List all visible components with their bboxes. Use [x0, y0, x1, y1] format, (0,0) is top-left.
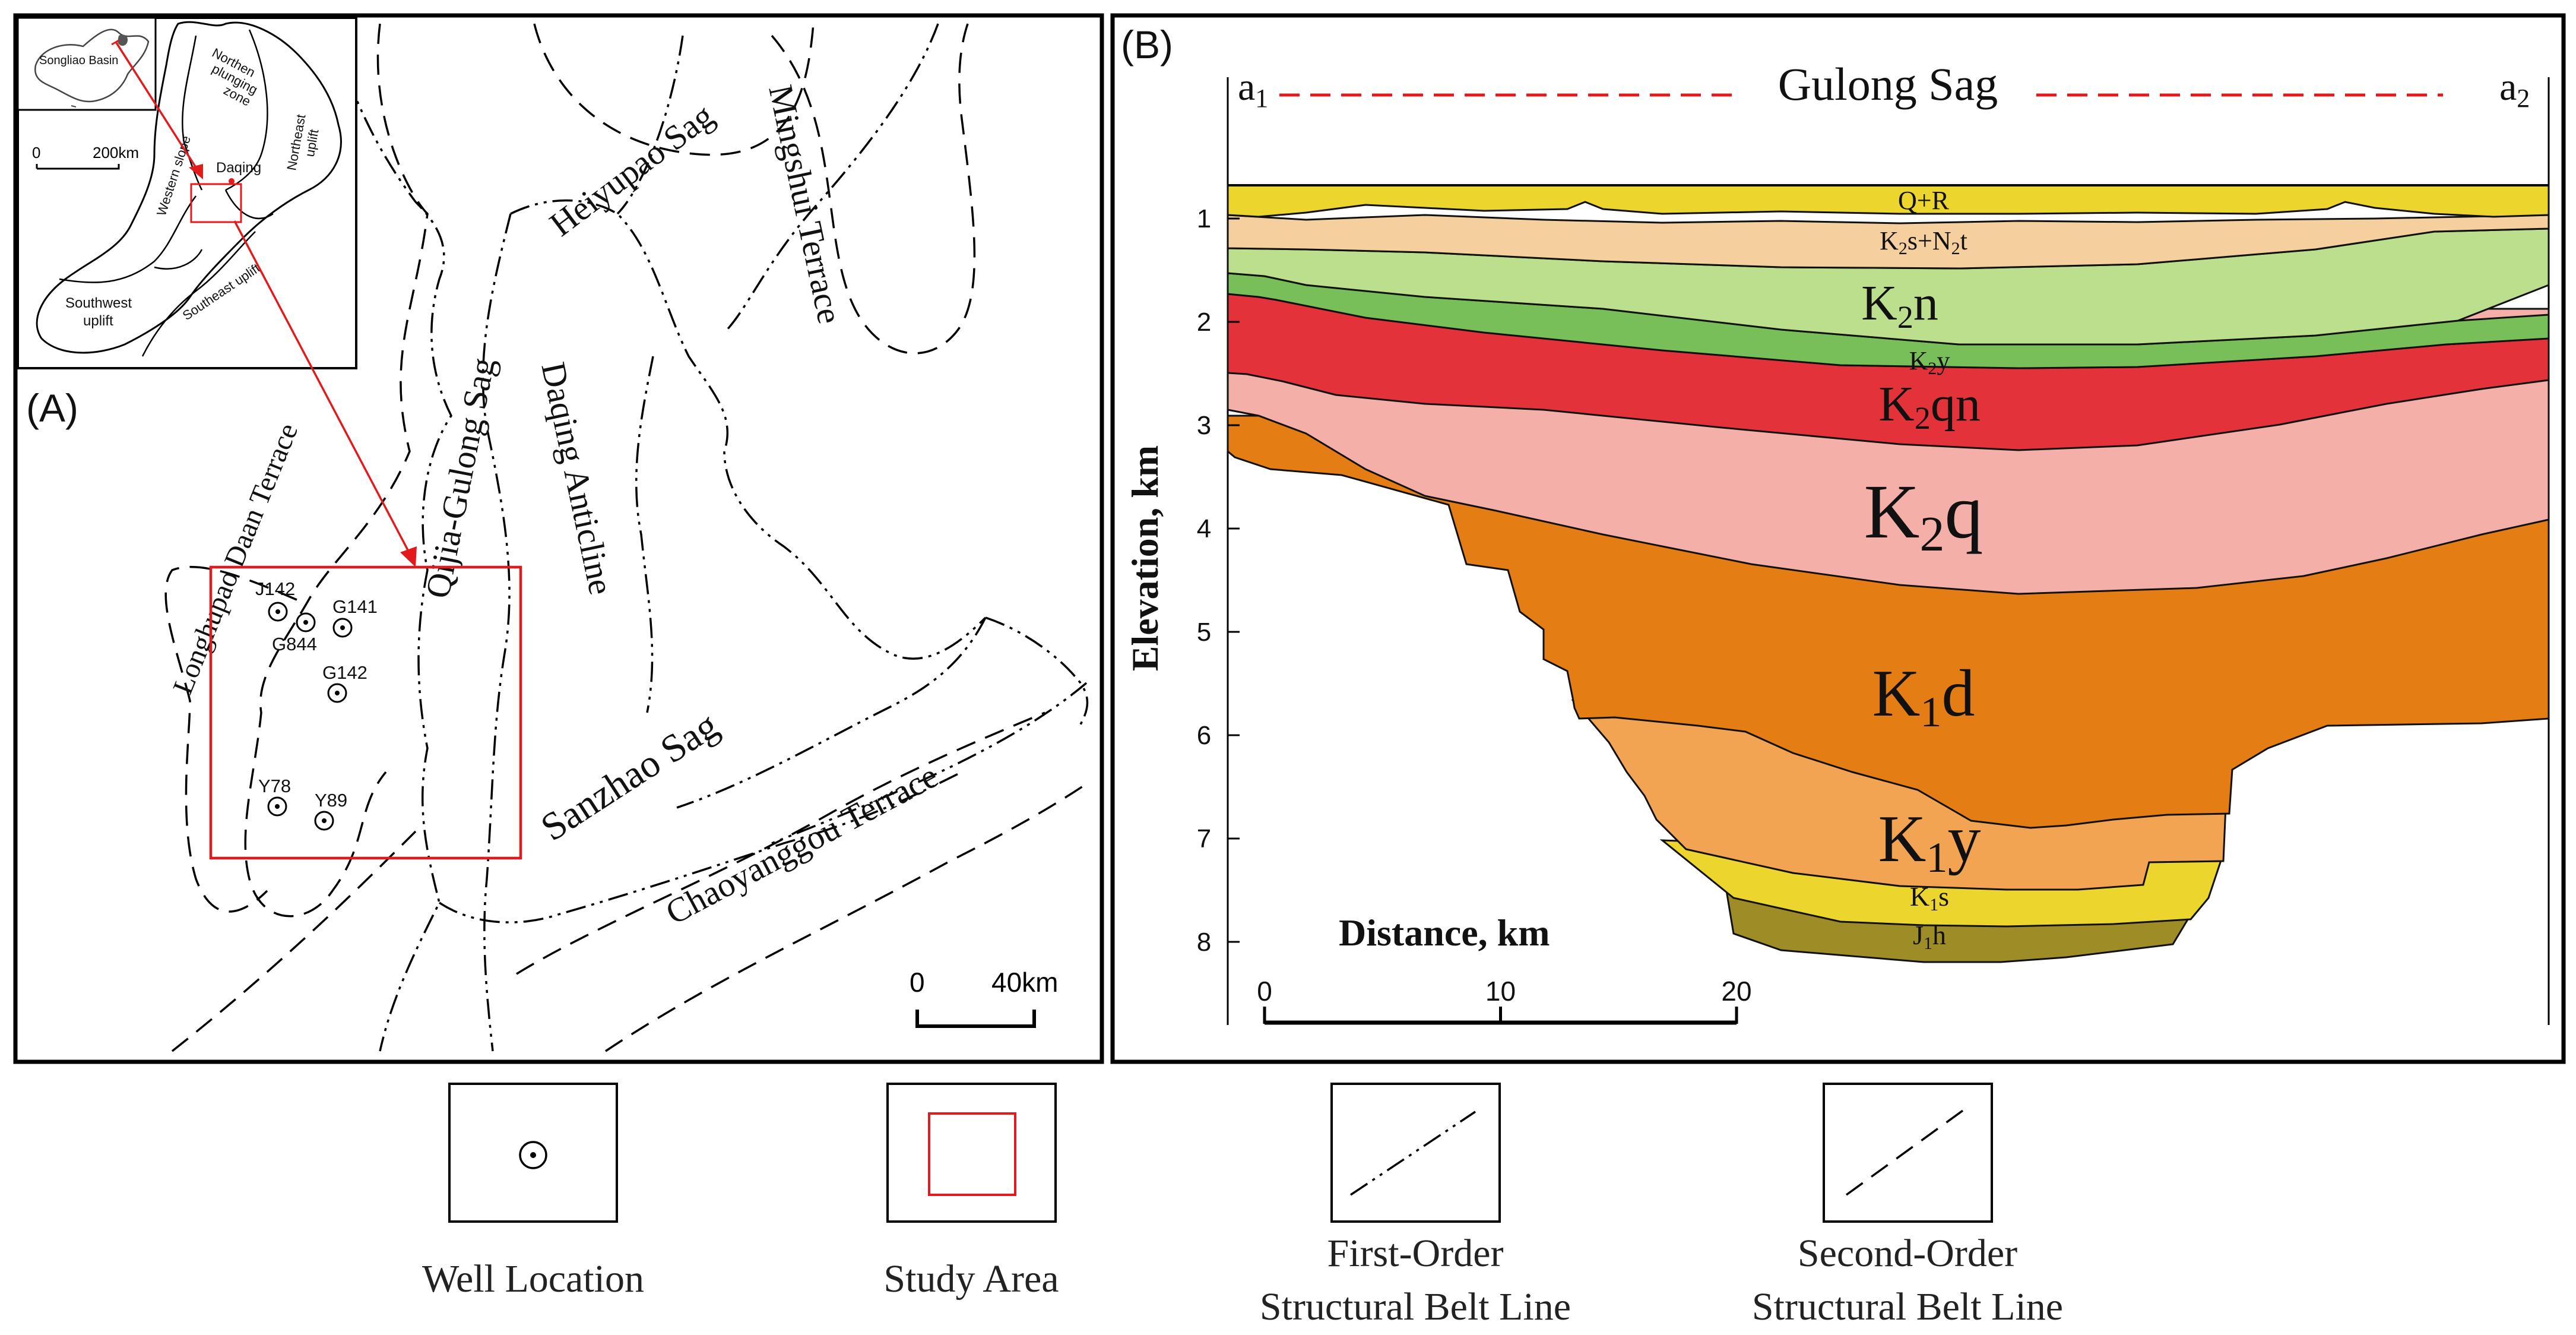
svg-text:uplift: uplift [83, 313, 113, 329]
label-k2n: K2n [1861, 276, 1938, 335]
study-area-box [209, 565, 522, 860]
inset-study-area [190, 183, 242, 223]
well-label-y78: Y78 [258, 776, 291, 796]
y-tick-label-2: 2 [1197, 308, 1211, 337]
panel-b-frame [1110, 13, 2566, 1064]
label-chaoyanggou-terrace: Chaoyanggou Terrace [660, 756, 945, 932]
legend-second-label-1: Second-Order [1798, 1232, 2017, 1275]
inset-scale-max: 200km [93, 144, 139, 162]
label-mingshui-terrace: Mingshui Terrace [761, 81, 850, 327]
well-label-y89: Y89 [315, 790, 347, 811]
label-j1h: J1h [1913, 920, 1946, 953]
label-k2y: K2y [1909, 346, 1950, 378]
section-title: Gulong Sag [1778, 58, 1998, 110]
label-k2qn: K2qn [1878, 377, 1981, 436]
china-outline [34, 29, 150, 103]
legend: Well Location Study Area First-Order Str… [422, 1083, 2063, 1328]
legend-first-label-1: First-Order [1327, 1232, 1504, 1275]
y-tick-label-3: 3 [1197, 411, 1211, 440]
label-qr: Q+R [1898, 186, 1950, 215]
y-tick-label-6: 6 [1197, 721, 1211, 750]
label-qijia-gulong-sag: Qijia-Gulong Sag [418, 355, 502, 602]
panel-a-label: (A) [26, 386, 78, 430]
legend-study-area: Study Area [883, 1083, 1059, 1301]
legend-first-order: First-Order Structural Belt Line [1260, 1083, 1571, 1328]
y-tick-label-1: 1 [1197, 204, 1211, 233]
y-tick-label-5: 5 [1197, 618, 1211, 647]
legend-study-label: Study Area [883, 1257, 1059, 1301]
endpoint-a2: a2 [2499, 65, 2530, 113]
x-tick-label-0: 0 [1257, 976, 1272, 1007]
legend-first-label-2: Structural Belt Line [1260, 1285, 1571, 1328]
second-order-belt-lines [164, 23, 1087, 1052]
inset-map: Songliao Basin 0 200km Daqing Western sl… [17, 17, 357, 369]
layer-k1y [1571, 699, 2228, 891]
inset-scale-zero: 0 [32, 144, 40, 162]
label-heiyupao-sag: Heiyupao Sag [543, 96, 721, 244]
well-g141: G141 [332, 596, 378, 638]
label-longhupao-daan-terrace: Longhupao Daan Terrace [167, 419, 304, 698]
panel-a-map: Heiyupao Sag Mingshui Terrace Qijia-Gulo… [13, 13, 1104, 1064]
label-k1d: K1d [1872, 657, 1975, 736]
well-label-g142: G142 [322, 662, 367, 683]
panel-a-frame [13, 13, 1104, 1064]
well-label-j142: J142 [255, 578, 295, 599]
inset-basin-outline [36, 21, 342, 354]
label-k1s: K1s [1910, 881, 1949, 915]
well-g844: G844 [272, 612, 317, 654]
y-tick-label-4: 4 [1197, 514, 1211, 543]
panel-b-cross-section: (B) Gulong Sag a1 a2 Q+R K2s+N2t K [1110, 13, 2566, 1064]
svg-text:Southwest: Southwest [65, 295, 132, 311]
endpoint-a1: a1 [1238, 65, 1268, 113]
inset-basin-label: Songliao Basin [39, 54, 118, 67]
map-scale-max: 40km [991, 967, 1058, 998]
legend-well-label: Well Location [422, 1257, 644, 1301]
legend-well-location: Well Location [422, 1083, 644, 1301]
label-k1y: K1y [1878, 802, 1981, 881]
map-scale-zero: 0 [910, 967, 925, 998]
inset-region-southwest-uplift: Southwest uplift [65, 295, 132, 329]
well-label-g141: G141 [332, 596, 378, 617]
label-sanzhao-sag: Sanzhao Sag [533, 704, 725, 850]
panel-b-label: (B) [1121, 23, 1173, 67]
well-j142: J142 [255, 578, 295, 622]
geologic-layers [1227, 184, 2550, 963]
x-axis-title: Distance, km [1339, 912, 1550, 954]
inset-city-label: Daqing [216, 160, 261, 176]
x-tick-label-10: 10 [1485, 976, 1516, 1007]
label-daqing-anticline: Daqing Anticline [534, 359, 620, 598]
y-tick-label-8: 8 [1197, 928, 1211, 957]
legend-second-label-2: Structural Belt Line [1752, 1285, 2063, 1328]
well-y78: Y78 [258, 776, 291, 817]
distance-axis: Distance, km 0 10 20 [1257, 912, 1752, 1025]
label-k2s: K2s+N2t [1880, 226, 1967, 258]
layer-qr [1227, 184, 2550, 218]
x-tick-label-20: 20 [1721, 976, 1751, 1007]
well-label-g844: G844 [272, 634, 317, 654]
elevation-axis: 1 2 3 4 5 6 7 8 Elevation, km [1124, 204, 1240, 957]
legend-second-order: Second-Order Structural Belt Line [1752, 1083, 2063, 1328]
label-k2q: K2q [1864, 469, 1984, 562]
well-y89: Y89 [314, 790, 347, 831]
well-g142: G142 [322, 662, 367, 703]
y-tick-label-7: 7 [1197, 824, 1211, 853]
first-order-belt-lines [331, 23, 1089, 1052]
map-scale-bar: 0 40km [910, 967, 1058, 1028]
location-arrows [115, 42, 417, 567]
y-axis-title: Elevation, km [1124, 445, 1166, 671]
